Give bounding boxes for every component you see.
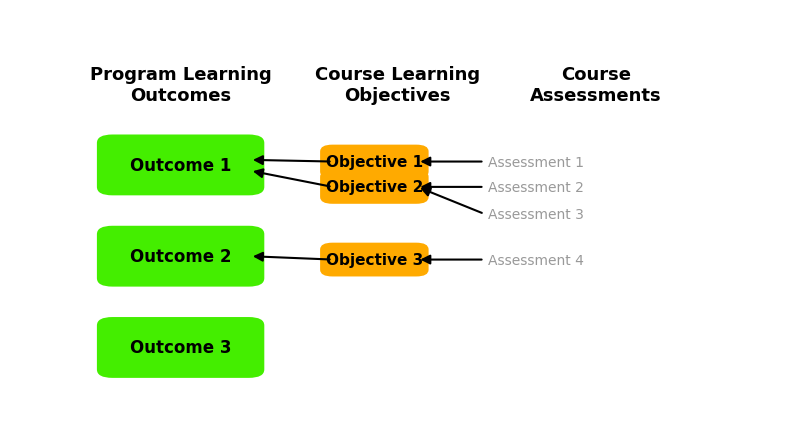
Text: Course
Assessments: Course Assessments bbox=[530, 66, 662, 105]
Text: Objective 1: Objective 1 bbox=[326, 155, 423, 170]
Text: Assessment 2: Assessment 2 bbox=[487, 180, 583, 194]
FancyBboxPatch shape bbox=[97, 135, 264, 196]
Text: Assessment 4: Assessment 4 bbox=[487, 253, 583, 267]
FancyBboxPatch shape bbox=[320, 171, 429, 204]
Text: Outcome 3: Outcome 3 bbox=[130, 339, 231, 357]
Text: Course Learning
Objectives: Course Learning Objectives bbox=[315, 66, 480, 105]
FancyBboxPatch shape bbox=[97, 317, 264, 378]
Text: Outcome 1: Outcome 1 bbox=[130, 156, 231, 174]
FancyBboxPatch shape bbox=[320, 243, 429, 277]
Text: Program Learning
Outcomes: Program Learning Outcomes bbox=[90, 66, 271, 105]
Text: Assessment 3: Assessment 3 bbox=[487, 208, 583, 222]
Text: Assessment 1: Assessment 1 bbox=[487, 155, 583, 169]
Text: Outcome 2: Outcome 2 bbox=[130, 247, 231, 265]
FancyBboxPatch shape bbox=[97, 226, 264, 287]
Text: Objective 2: Objective 2 bbox=[326, 180, 423, 195]
FancyBboxPatch shape bbox=[320, 145, 429, 179]
Text: Objective 3: Objective 3 bbox=[326, 252, 423, 268]
